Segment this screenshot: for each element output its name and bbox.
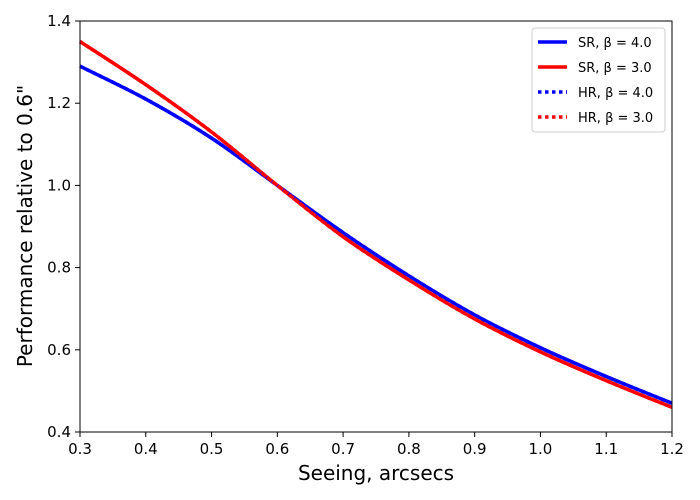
y-tick-label: 1.2 — [47, 94, 71, 112]
legend-label-3: HR, β = 4.0 — [578, 86, 653, 101]
y-axis-label: Performance relative to 0.6" — [13, 85, 37, 367]
legend: SR, β = 4.0 SR, β = 3.0 HR, β = 4.0 HR, β =… — [531, 27, 666, 133]
y-tick-label: 1.0 — [47, 176, 71, 194]
x-tick-label: 0.3 — [68, 440, 92, 458]
ticks-layer: 0.3 0.4 0.5 0.6 0.7 0.8 0.9 1.0 1.1 1.20.40.60.81… — [47, 12, 684, 458]
series-line-3 — [79, 64, 673, 405]
x-tick-label: 0.9 — [463, 440, 487, 458]
x-tick-label: 1.0 — [529, 440, 553, 458]
x-tick-label: 0.4 — [134, 440, 158, 458]
x-tick-label: 1.2 — [660, 440, 684, 458]
x-axis-label: Seeing, arcsecs — [298, 461, 454, 485]
y-tick-label: 0.8 — [47, 259, 71, 277]
y-tick-label: 0.4 — [47, 423, 71, 441]
plot-frame — [79, 20, 673, 433]
series-layer — [79, 40, 673, 409]
x-tick-label: 0.7 — [331, 440, 355, 458]
x-tick-label: 0.8 — [397, 440, 421, 458]
x-tick-label: 1.1 — [594, 440, 618, 458]
legend-label-2: SR, β = 3.0 — [578, 61, 652, 76]
legend-label-4: HR, β = 3.0 — [578, 111, 653, 126]
series-line-4 — [79, 40, 673, 409]
legend-box — [531, 27, 666, 133]
x-tick-label: 0.6 — [265, 440, 289, 458]
legend-label-1: SR, β = 4.0 — [578, 36, 652, 51]
x-tick-label: 0.5 — [200, 440, 224, 458]
y-tick-label: 1.4 — [47, 12, 71, 30]
y-tick-label: 0.6 — [47, 341, 71, 359]
